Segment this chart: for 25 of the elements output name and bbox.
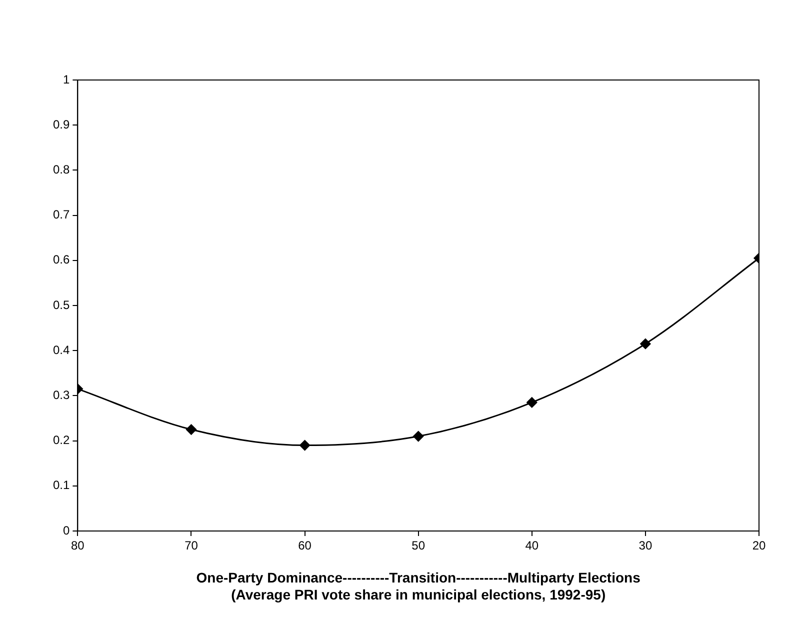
y-tick-label: 0 (62, 523, 70, 538)
x-axis-title: One-Party Dominance----------Transition-----------Multiparty Elections (196, 570, 641, 586)
point (186, 424, 196, 435)
x-tick-label: 50 (412, 538, 426, 553)
y-tick-label: 0.3 (52, 388, 70, 402)
x-tick-label: 70 (184, 538, 198, 553)
y-tick-label: 0.5 (52, 298, 70, 312)
point (300, 440, 310, 451)
y-tick-label: 0.2 (52, 433, 70, 448)
x-tick-label: 80 (71, 538, 85, 553)
y-tick-label: 0.8 (52, 162, 70, 177)
y-tick-label: 1 (62, 72, 70, 86)
y-tick-label: 0.1 (52, 478, 70, 492)
x-tick-label: 20 (752, 538, 766, 553)
y-tick-label: 0.4 (52, 342, 70, 357)
point (640, 338, 651, 350)
y-tick-label: 0.7 (52, 208, 70, 222)
point (526, 397, 538, 408)
text: (Average PRI vote share in municipal elections, 1992-95) (231, 586, 606, 602)
y-tick-label: 0.6 (52, 252, 70, 267)
y-tick-label: 0.9 (52, 117, 70, 132)
x-tick-label: 40 (525, 538, 539, 553)
x-tick-label: 60 (298, 538, 312, 553)
point (413, 431, 424, 442)
x-tick-label: 30 (638, 538, 652, 553)
